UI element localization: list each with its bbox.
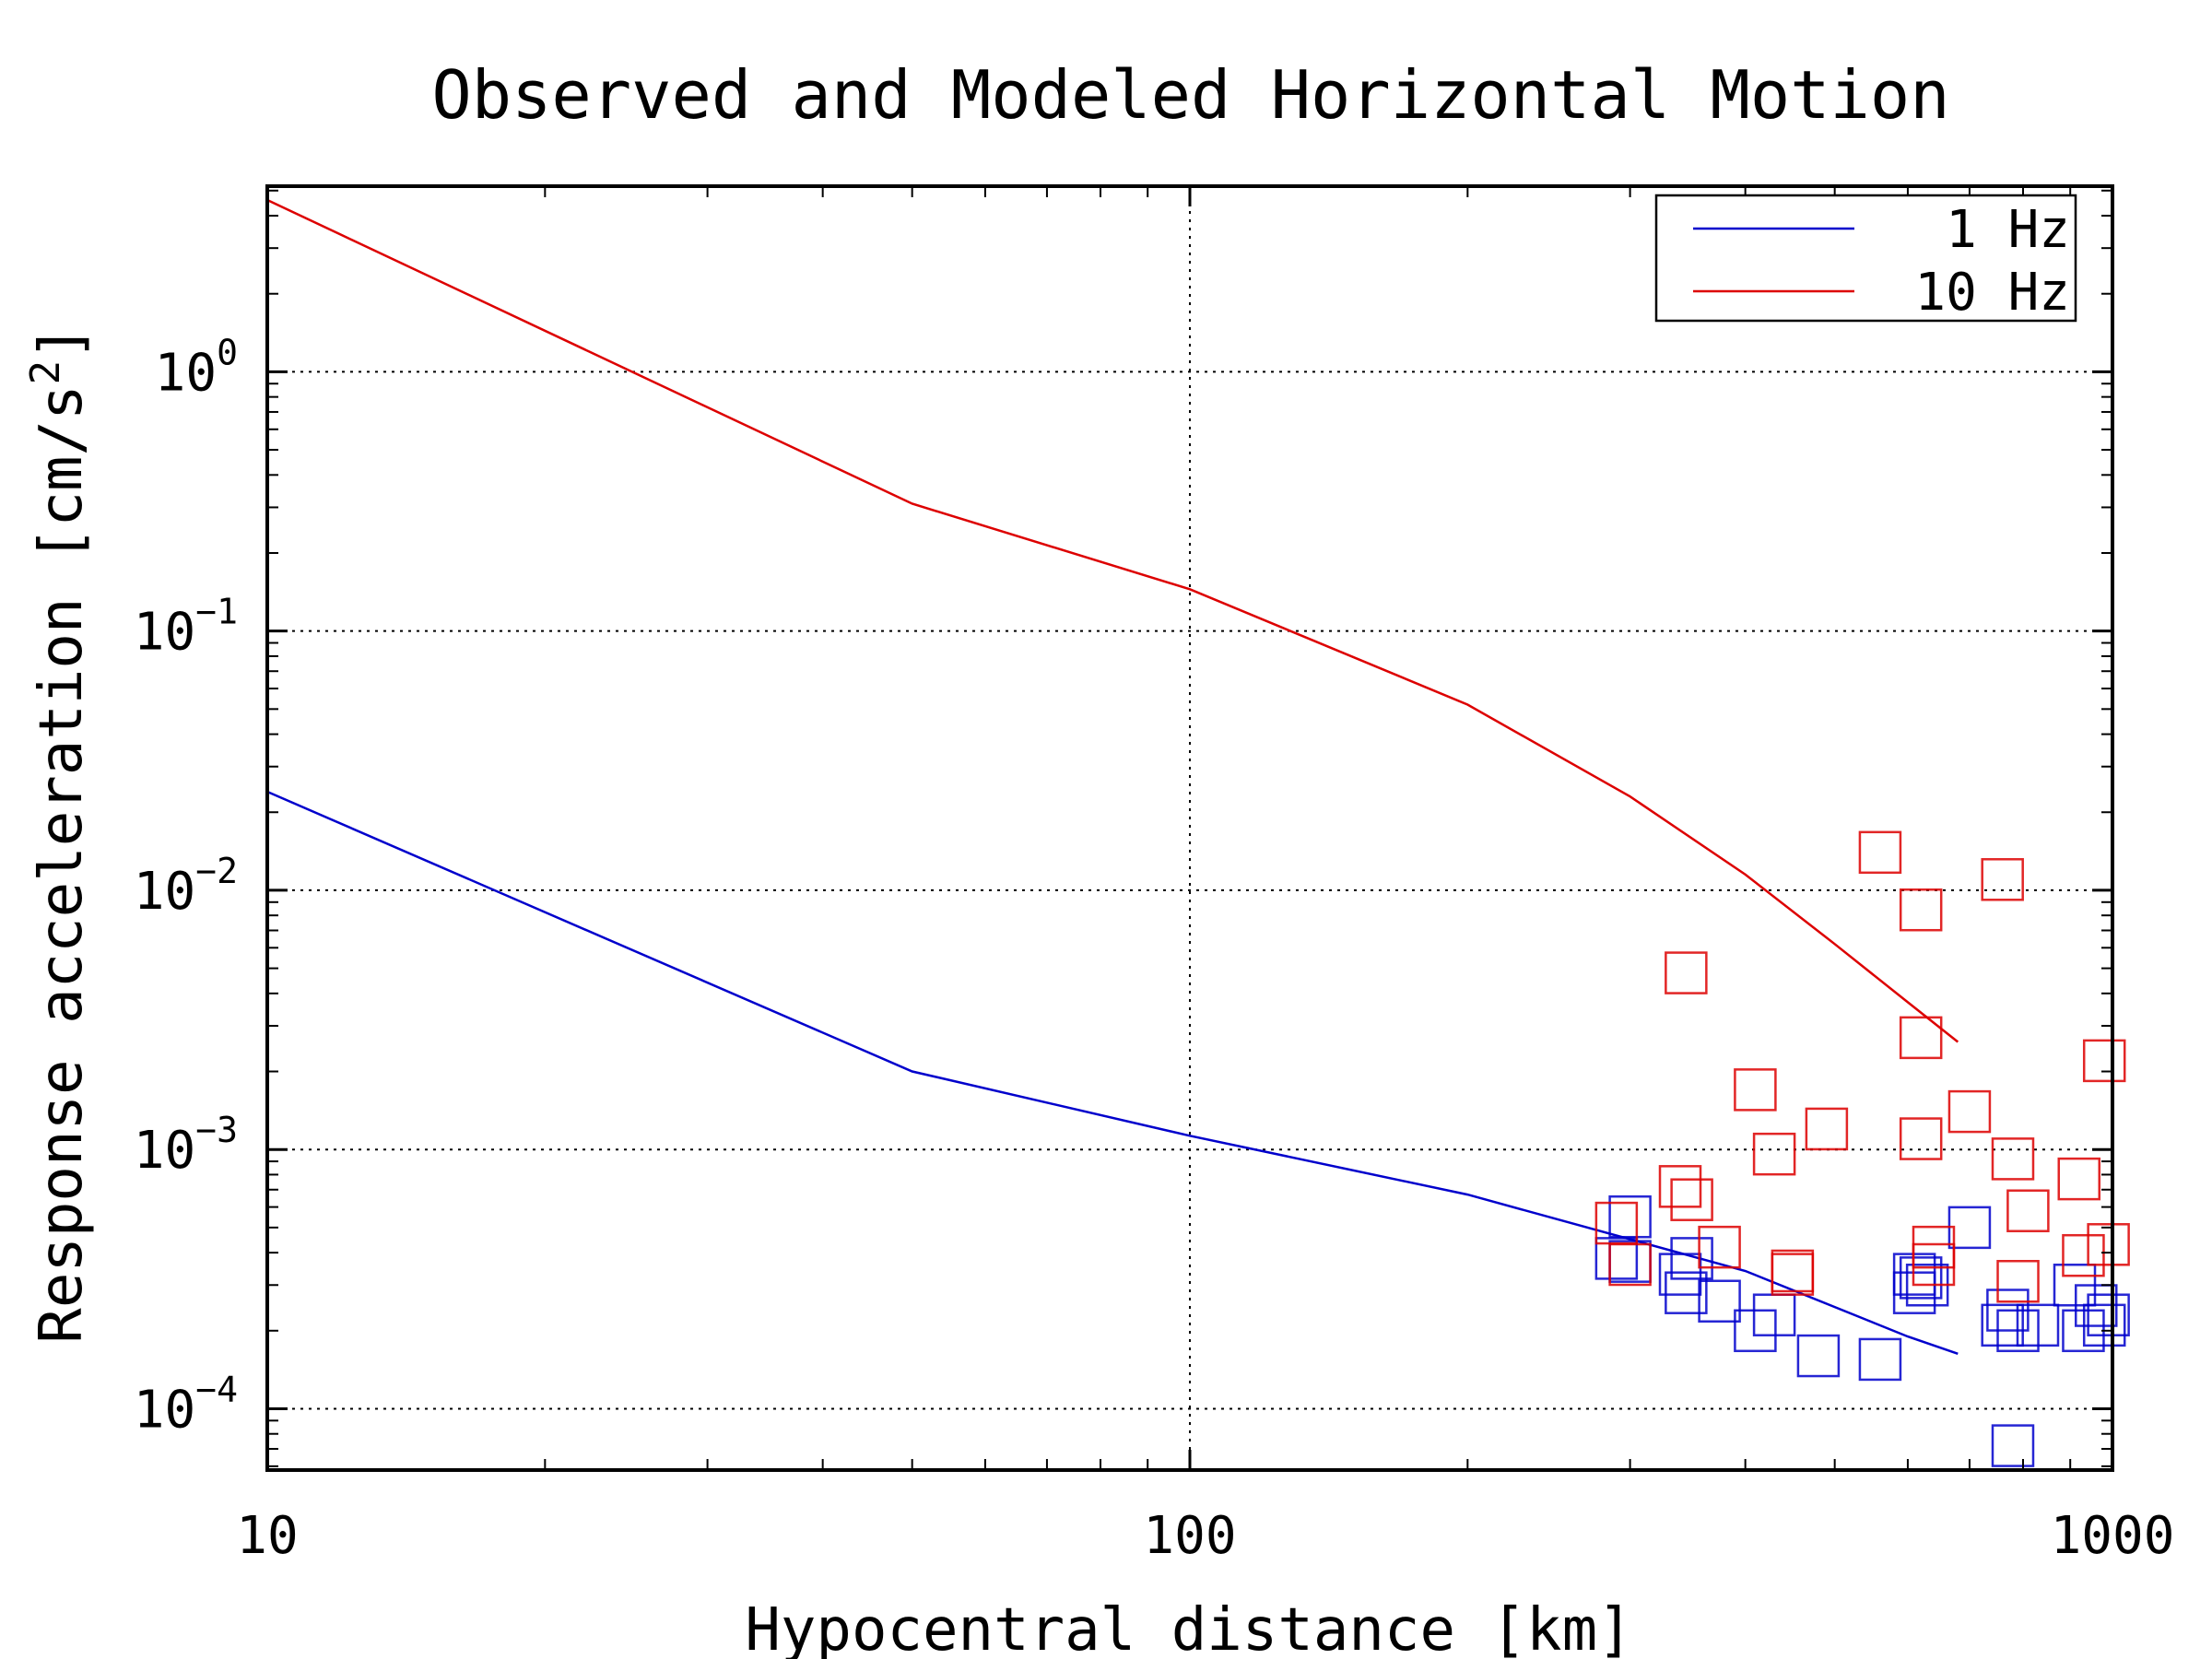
observation-marker-10-hz [1947, 1089, 1992, 1134]
y-tick-label: 10−3 [134, 1110, 238, 1181]
axis-labels: Observed and Modeled Horizontal Motion H… [22, 56, 1950, 1659]
observation-marker-10-hz [1899, 1117, 1943, 1160]
observation-marker-10-hz [1771, 1253, 1815, 1296]
x-axis-label: Hypocentral distance [km] [745, 1596, 1632, 1659]
y-axis-label-sup: 2 [22, 360, 69, 385]
observation-marker-10-hz [1899, 888, 1943, 932]
observation-marker-10-hz [1805, 1107, 1849, 1151]
observation-marker-1-hz [2016, 1303, 2060, 1347]
observation-marker-1-hz [1981, 1303, 2024, 1347]
observation-marker-1-hz [1796, 1334, 1841, 1378]
observation-marker-1-hz [1991, 1424, 2035, 1467]
observation-marker-10-hz [1752, 1132, 1796, 1176]
chart-title: Observed and Modeled Horizontal Motion [431, 56, 1949, 134]
observation-marker-1-hz [1698, 1279, 1741, 1323]
axis-ticks: 10 100 1000 100 10−1 10−2 10−3 10−4 [134, 186, 2175, 1566]
observation-marker-1-hz [1658, 1253, 1702, 1296]
plot-area [266, 198, 2130, 1467]
observation-marker-1-hz [1670, 1237, 1713, 1280]
model-line-1-hz [266, 790, 1959, 1355]
observation-marker-10-hz [2087, 1223, 2130, 1266]
observation-marker-1-hz [2082, 1303, 2126, 1347]
observation-marker-1-hz [1899, 1256, 1943, 1300]
observation-marker-1-hz [1752, 1293, 1796, 1336]
legend-box [1654, 194, 2077, 323]
observation-marker-10-hz [2006, 1189, 2050, 1232]
observation-marker-10-hz [1698, 1225, 1741, 1269]
observation-marker-10-hz [1981, 858, 2024, 901]
observation-marker-10-hz [2057, 1157, 2101, 1201]
observation-marker-10-hz [2082, 1039, 2126, 1083]
y-tick-label: 10−1 [134, 592, 238, 663]
y-tick-label: 10−2 [134, 851, 238, 922]
x-tick-label: 1000 [2051, 1506, 2175, 1566]
observation-marker-10-hz [1608, 1242, 1652, 1287]
y-axis-label: Response acceleration [cm/s2] [22, 324, 96, 1343]
observation-marker-10-hz [1665, 951, 1708, 994]
y-tick-label: 10−4 [134, 1369, 238, 1440]
observation-marker-10-hz [1734, 1068, 1777, 1112]
y-axis-label-end: ] [28, 324, 96, 360]
observation-marker-1-hz [1734, 1309, 1777, 1353]
observation-marker-1-hz [1665, 1271, 1708, 1314]
observation-marker-1-hz [1608, 1194, 1652, 1239]
grid-lines [267, 186, 2112, 1470]
observation-marker-10-hz [1658, 1165, 1702, 1208]
legend-label-1-hz: 1 Hz [1946, 200, 2070, 260]
observation-marker-10-hz [1899, 1016, 1943, 1060]
x-tick-label: 100 [1143, 1506, 1236, 1566]
observation-marker-10-hz [1996, 1260, 2040, 1303]
y-axis-label-text: Response acceleration [cm/s [28, 384, 96, 1343]
observation-marker-10-hz [2062, 1233, 2105, 1277]
observation-marker-1-hz [1608, 1240, 1652, 1283]
observation-marker-10-hz [1912, 1242, 1956, 1287]
model-line-10-hz [266, 198, 1959, 1043]
legend-label-10-hz: 10 Hz [1914, 263, 2070, 323]
observation-marker-1-hz [1947, 1206, 1992, 1250]
observation-marker-1-hz [1858, 1337, 1902, 1382]
observation-marker-1-hz [2087, 1293, 2130, 1336]
x-tick-label: 10 [236, 1506, 298, 1566]
y-tick-label: 100 [155, 332, 238, 403]
observation-marker-10-hz [1991, 1137, 2035, 1181]
observation-marker-10-hz [1670, 1178, 1713, 1221]
observation-marker-10-hz [1858, 830, 1902, 875]
